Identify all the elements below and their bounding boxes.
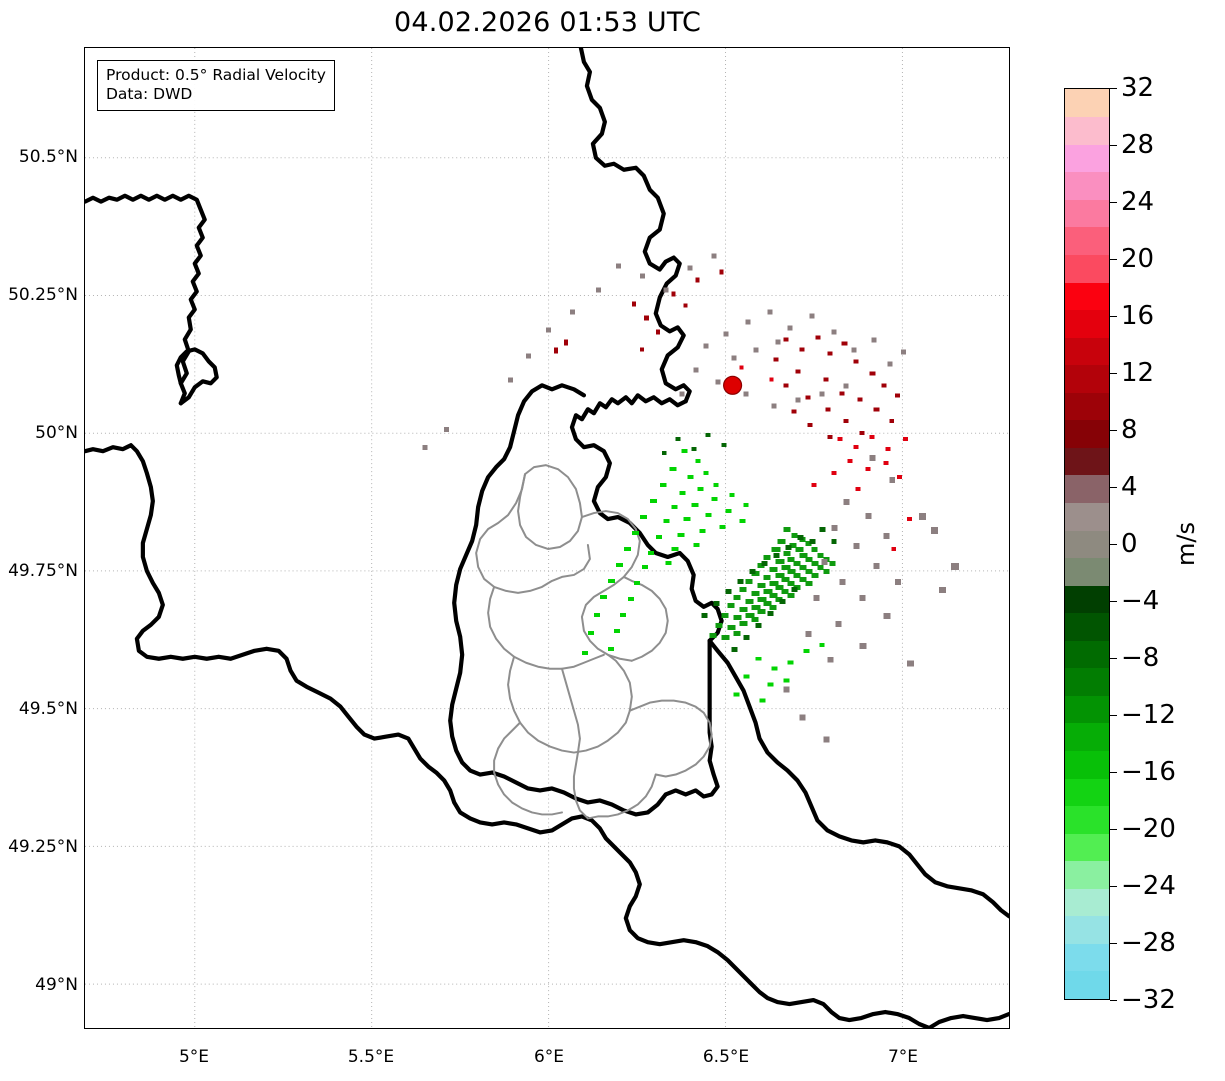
x-tick-label: 5.5°E (347, 1047, 395, 1067)
colorbar-band (1065, 612, 1109, 641)
colorbar-tick-label: −24 (1121, 871, 1176, 901)
info-data-line: Data: DWD (106, 85, 193, 103)
colorbar-tick-label: −8 (1121, 643, 1160, 673)
colorbar-tick-label: 0 (1121, 529, 1138, 559)
country-borders (85, 48, 1009, 1028)
colorbar-band (1065, 502, 1109, 531)
colorbar-band (1065, 116, 1109, 145)
colorbar-band (1065, 529, 1109, 559)
x-tick-label: 6°E (533, 1047, 565, 1067)
colorbar-tick-label: 8 (1121, 415, 1138, 445)
colorbar-band (1065, 336, 1109, 366)
y-tick-label: 50.25°N (8, 285, 78, 305)
y-tick-label: 49.5°N (18, 699, 78, 719)
colorbar-tick-label: 28 (1121, 130, 1155, 160)
region-borders (475, 464, 713, 820)
colorbar-band (1065, 832, 1109, 862)
colorbar-tick (1110, 259, 1117, 260)
colorbar-band (1065, 970, 1109, 999)
colorbar-band (1065, 199, 1109, 228)
y-tick-label: 49°N (35, 975, 78, 995)
colorbar-band (1065, 447, 1109, 476)
colorbar-tick-label: −12 (1121, 700, 1176, 730)
colorbar[interactable] (1064, 88, 1110, 1000)
grid-lines (85, 48, 1009, 1028)
colorbar-tick (1110, 772, 1117, 773)
colorbar-tick (1110, 430, 1117, 431)
y-tick-label: 50.5°N (18, 147, 78, 167)
colorbar-unit-label: m/s (1172, 522, 1200, 566)
colorbar-band (1065, 943, 1109, 972)
colorbar-tick (1110, 658, 1117, 659)
colorbar-tick-label: 4 (1121, 472, 1138, 502)
colorbar-band (1065, 695, 1109, 724)
colorbar-tick-label: −20 (1121, 814, 1176, 844)
colorbar-band (1065, 171, 1109, 200)
colorbar-tick (1110, 886, 1117, 887)
colorbar-band (1065, 419, 1109, 448)
colorbar-tick (1110, 88, 1117, 89)
colorbar-tick (1110, 1000, 1117, 1001)
colorbar-band (1065, 805, 1109, 834)
colorbar-tick (1110, 829, 1117, 830)
x-tick-label: 5°E (178, 1047, 210, 1067)
colorbar-band (1065, 915, 1109, 944)
y-tick-label: 49.25°N (8, 837, 78, 857)
colorbar-tick-label: 32 (1121, 73, 1155, 103)
colorbar-tick-label: −28 (1121, 928, 1176, 958)
colorbar-tick-label: 24 (1121, 187, 1155, 217)
colorbar-band (1065, 640, 1109, 669)
radar-site-marker[interactable] (723, 375, 743, 395)
x-tick-label: 6.5°E (702, 1047, 750, 1067)
radar-echo-layer (422, 253, 960, 743)
colorbar-band (1065, 667, 1109, 696)
colorbar-band (1065, 860, 1109, 889)
colorbar-tick (1110, 145, 1117, 146)
colorbar-band (1065, 281, 1109, 311)
colorbar-ticks: 32 28 24 20 16 12 8 4 0 −4 −8 −12 −16 −20 −24 −28 −32 (1110, 75, 1225, 1013)
page-title: 04.02.2026 01:53 UTC (393, 7, 702, 38)
colorbar-tick (1110, 202, 1117, 203)
colorbar-tick-label: 12 (1121, 358, 1155, 388)
colorbar-band (1065, 392, 1109, 421)
colorbar-tick (1110, 316, 1117, 317)
colorbar-band (1065, 364, 1109, 393)
colorbar-tick (1110, 544, 1117, 545)
colorbar-tick (1110, 601, 1117, 602)
info-product-line: Product: 0.5° Radial Velocity (106, 66, 326, 84)
colorbar-band (1065, 750, 1109, 779)
colorbar-band (1065, 722, 1109, 751)
colorbar-tick (1110, 487, 1117, 488)
colorbar-band (1065, 777, 1109, 807)
info-box: Product: 0.5° Radial Velocity Data: DWD (97, 60, 335, 111)
colorbar-band (1065, 474, 1109, 503)
colorbar-band (1065, 226, 1109, 255)
colorbar-tick-label: −32 (1121, 985, 1176, 1015)
colorbar-tick (1110, 715, 1117, 716)
x-tick-label: 7°E (887, 1047, 919, 1067)
colorbar-tick-label: −4 (1121, 586, 1160, 616)
colorbar-band (1065, 584, 1109, 614)
colorbar-gradient (1064, 88, 1110, 1000)
colorbar-band (1065, 89, 1109, 118)
y-tick-label: 50°N (35, 423, 78, 443)
colorbar-tick-label: −16 (1121, 757, 1176, 787)
colorbar-band (1065, 557, 1109, 586)
map-canvas (85, 48, 1009, 1028)
map-axes[interactable]: Product: 0.5° Radial Velocity Data: DWD (84, 47, 1010, 1029)
colorbar-tick-label: 20 (1121, 244, 1155, 274)
colorbar-tick (1110, 943, 1117, 944)
colorbar-band (1065, 144, 1109, 173)
colorbar-band (1065, 309, 1109, 338)
y-tick-label: 49.75°N (8, 561, 78, 581)
colorbar-tick-label: 16 (1121, 301, 1155, 331)
colorbar-tick (1110, 373, 1117, 374)
colorbar-band (1065, 888, 1109, 917)
colorbar-band (1065, 254, 1109, 283)
